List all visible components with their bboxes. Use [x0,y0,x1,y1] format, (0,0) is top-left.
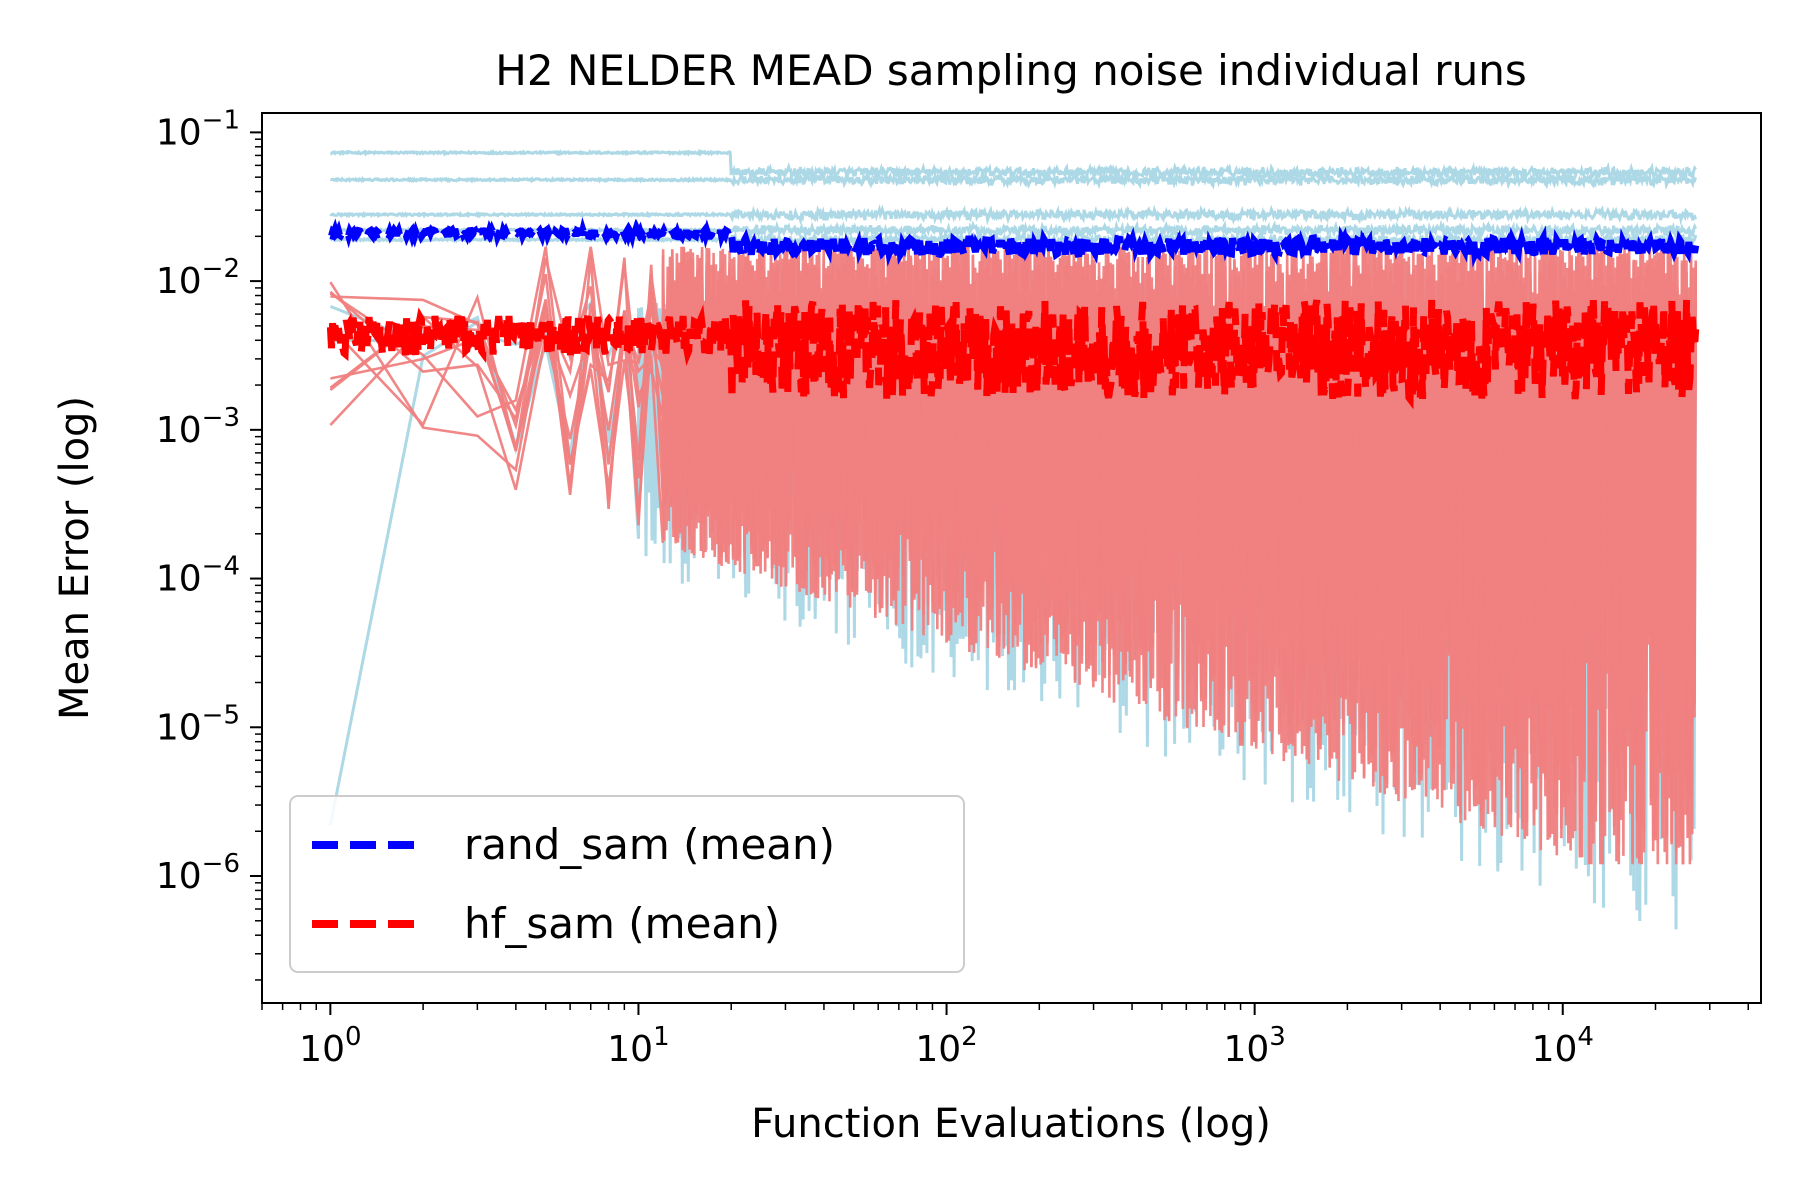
legend-label-hf-sam: hf_sam (mean) [464,899,780,948]
x-axis-label: Function Evaluations (log) [751,1101,1271,1147]
legend-box [289,795,965,973]
y-tick-label: 10−1 [156,105,240,153]
y-tick-label: 10−3 [156,403,240,451]
x-tick-label: 104 [1532,1022,1594,1070]
y-tick-label: 10−6 [156,849,240,897]
legend: rand_sam (mean) hf_sam (mean) [289,795,965,973]
x-tick-label: 103 [1223,1022,1285,1070]
mean-series [326,216,1700,410]
x-axis-ticks: 100 101 102 103 104 [261,1003,1749,1070]
chart-title: H2 NELDER MEAD sampling noise individual… [495,46,1526,95]
y-axis-label: Mean Error (log) [52,396,98,720]
plot-frame [261,112,1762,1004]
x-tick-label: 101 [607,1022,669,1070]
rand-sam-run-line [330,169,1698,191]
legend-label-rand-sam: rand_sam (mean) [464,820,835,869]
y-tick-label: 10−5 [156,700,240,748]
y-tick-label: 10−4 [156,552,240,600]
rand-sam-mean-line [328,216,1700,268]
x-tick-label: 100 [299,1022,361,1070]
y-axis-ticks: 10−6 10−5 10−4 10−3 10−2 10−1 [156,105,262,981]
x-tick-label: 102 [915,1022,977,1070]
hf-sam-mean-line [326,292,1700,410]
y-tick-label: 10−2 [156,254,240,302]
rand-sam-run-line [329,204,1698,226]
